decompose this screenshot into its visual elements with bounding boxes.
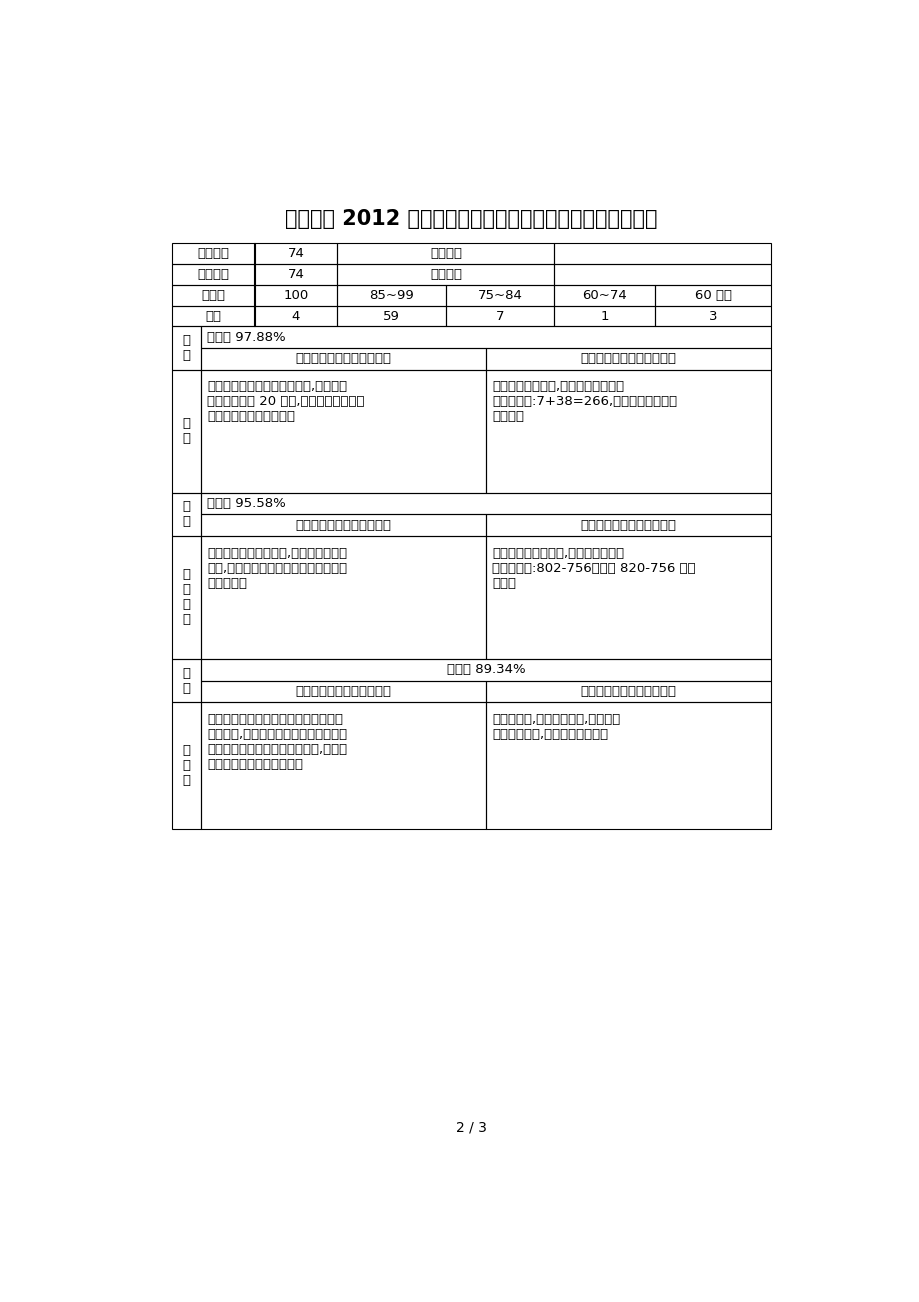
Bar	[654, 285, 771, 306]
Bar	[486, 348, 771, 370]
Bar	[171, 327, 201, 370]
Text: 3: 3	[709, 310, 717, 323]
Text: 有部分学生,缺乏审题能力,长度单位
总是混淆不清,使他们错误连连。: 有部分学生,缺乏审题能力,长度单位 总是混淆不清,使他们错误连连。	[492, 713, 620, 741]
Text: 正确率 97.88%: 正确率 97.88%	[207, 331, 286, 344]
Text: 74: 74	[288, 268, 304, 281]
Text: 缺考学生: 缺考学生	[429, 247, 461, 260]
Text: 85~99: 85~99	[369, 289, 414, 302]
Bar	[171, 243, 255, 264]
Bar	[255, 243, 337, 264]
Text: 实考人数: 实考人数	[197, 268, 229, 281]
Text: 教学效果较差的表现及原因: 教学效果较差的表现及原因	[580, 518, 676, 531]
Text: 2 / 3: 2 / 3	[456, 1121, 486, 1135]
Bar	[201, 536, 486, 659]
Bar	[486, 514, 771, 536]
Bar	[171, 264, 255, 285]
Text: 人数: 人数	[205, 310, 221, 323]
Bar	[171, 492, 201, 536]
Text: 60~74: 60~74	[582, 289, 627, 302]
Text: 内
容: 内 容	[182, 500, 190, 529]
Bar	[201, 348, 486, 370]
Bar	[486, 702, 771, 829]
Text: 以及原因: 以及原因	[429, 268, 461, 281]
Text: 60 以下: 60 以下	[694, 289, 731, 302]
Bar	[486, 681, 771, 702]
Bar	[171, 370, 201, 492]
Text: 填
空
题: 填 空 题	[182, 745, 190, 788]
Bar	[486, 370, 771, 492]
Text: 教学效果较差的表现及原因: 教学效果较差的表现及原因	[580, 685, 676, 698]
Text: 59: 59	[383, 310, 400, 323]
Text: 教学效果较好的表现及原因: 教学效果较好的表现及原因	[295, 353, 391, 366]
Text: 正确率 95.58%: 正确率 95.58%	[207, 497, 286, 510]
Bar	[171, 659, 201, 702]
Bar	[255, 306, 337, 327]
Text: 平时注意抓学生的基本功训练,几乎每节
课让学生口算 20 道题,让他们学会看着横
式写得数的方法和技巧。: 平时注意抓学生的基本功训练,几乎每节 课让学生口算 20 道题,让他们学会看着横…	[207, 380, 364, 423]
Text: 部分学生盲目算题,不把运算符号看清
就算题。如:7+38=266,加号看成乘号。造
成错误。: 部分学生盲目算题,不把运算符号看清 就算题。如:7+38=266,加号看成乘号。…	[492, 380, 676, 423]
Bar	[255, 264, 337, 285]
Text: 内
容: 内 容	[182, 335, 190, 362]
Bar	[654, 306, 771, 327]
Text: 后六小学 2012 年上半年二年级期末考试（数学）质量分析表: 后六小学 2012 年上半年二年级期末考试（数学）质量分析表	[285, 210, 657, 229]
Bar	[337, 264, 554, 285]
Bar	[337, 285, 446, 306]
Bar	[486, 536, 771, 659]
Text: 内
容: 内 容	[182, 667, 190, 694]
Bar	[554, 285, 654, 306]
Text: 许多学生对本册教材有余数的除法掌握
得比较好,以及测定方向学的比较好。因
为学生明白了有余数除法的意义,以及观
察平面图形的方法和技巧。: 许多学生对本册教材有余数的除法掌握 得比较好,以及测定方向学的比较好。因 为学生…	[207, 713, 347, 771]
Text: 74: 74	[288, 247, 304, 260]
Text: 教学效果较好的表现及原因: 教学效果较好的表现及原因	[295, 518, 391, 531]
Bar	[337, 243, 554, 264]
Bar	[201, 681, 486, 702]
Bar	[201, 492, 771, 514]
Text: 多数学生掌握得比较好,用竖式计算正确
无误,原因是这部分学生已经养成了验算
的好习惯。: 多数学生掌握得比较好,用竖式计算正确 无误,原因是这部分学生已经养成了验算 的好…	[207, 547, 347, 590]
Text: 75~84: 75~84	[477, 289, 522, 302]
Text: 有部分学生粗心大意,在列竖式时把数
字抄错。如:802-756：抄成 820-756 良成
错误。: 有部分学生粗心大意,在列竖式时把数 字抄错。如:802-756：抄成 820-7…	[492, 547, 696, 590]
Text: 计
算: 计 算	[182, 417, 190, 445]
Bar	[201, 327, 771, 348]
Text: 教学效果较好的表现及原因: 教学效果较好的表现及原因	[295, 685, 391, 698]
Bar	[201, 370, 486, 492]
Text: 4: 4	[291, 310, 300, 323]
Bar	[446, 306, 554, 327]
Text: 应考人数: 应考人数	[197, 247, 229, 260]
Bar	[554, 264, 771, 285]
Bar	[171, 536, 201, 659]
Bar	[554, 243, 771, 264]
Bar	[171, 702, 201, 829]
Bar	[201, 659, 771, 681]
Bar	[171, 285, 255, 306]
Text: 100: 100	[283, 289, 308, 302]
Bar	[337, 306, 446, 327]
Text: 1: 1	[600, 310, 608, 323]
Bar	[446, 285, 554, 306]
Bar	[201, 514, 486, 536]
Text: 分数段: 分数段	[201, 289, 225, 302]
Bar	[554, 306, 654, 327]
Bar	[255, 285, 337, 306]
Text: 教学效果较差的表现及原因: 教学效果较差的表现及原因	[580, 353, 676, 366]
Bar	[171, 306, 255, 327]
Text: 竖
式
计
算: 竖 式 计 算	[182, 569, 190, 626]
Text: 7: 7	[495, 310, 504, 323]
Bar	[201, 702, 486, 829]
Text: 正确率 89.34%: 正确率 89.34%	[447, 663, 525, 676]
